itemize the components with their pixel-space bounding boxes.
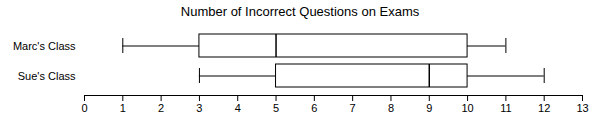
- svg-text:7: 7: [350, 102, 356, 114]
- svg-text:1: 1: [120, 102, 126, 114]
- svg-text:12: 12: [538, 102, 550, 114]
- svg-text:Sue's Class: Sue's Class: [18, 70, 76, 82]
- svg-text:0: 0: [81, 102, 87, 114]
- svg-text:4: 4: [235, 102, 241, 114]
- svg-text:13: 13: [576, 102, 588, 114]
- svg-text:5: 5: [273, 102, 279, 114]
- svg-text:10: 10: [461, 102, 473, 114]
- svg-text:8: 8: [388, 102, 394, 114]
- svg-text:Marc's Class: Marc's Class: [13, 40, 76, 52]
- html-text:Number of Incorrect Questions: Number of Incorrect Questions on Exams: [180, 4, 420, 19]
- svg-text:2: 2: [158, 102, 164, 114]
- svg-text:11: 11: [500, 102, 511, 114]
- svg-text:9: 9: [426, 102, 432, 114]
- svg-text:3: 3: [196, 102, 202, 114]
- svg-text:6: 6: [311, 102, 317, 114]
